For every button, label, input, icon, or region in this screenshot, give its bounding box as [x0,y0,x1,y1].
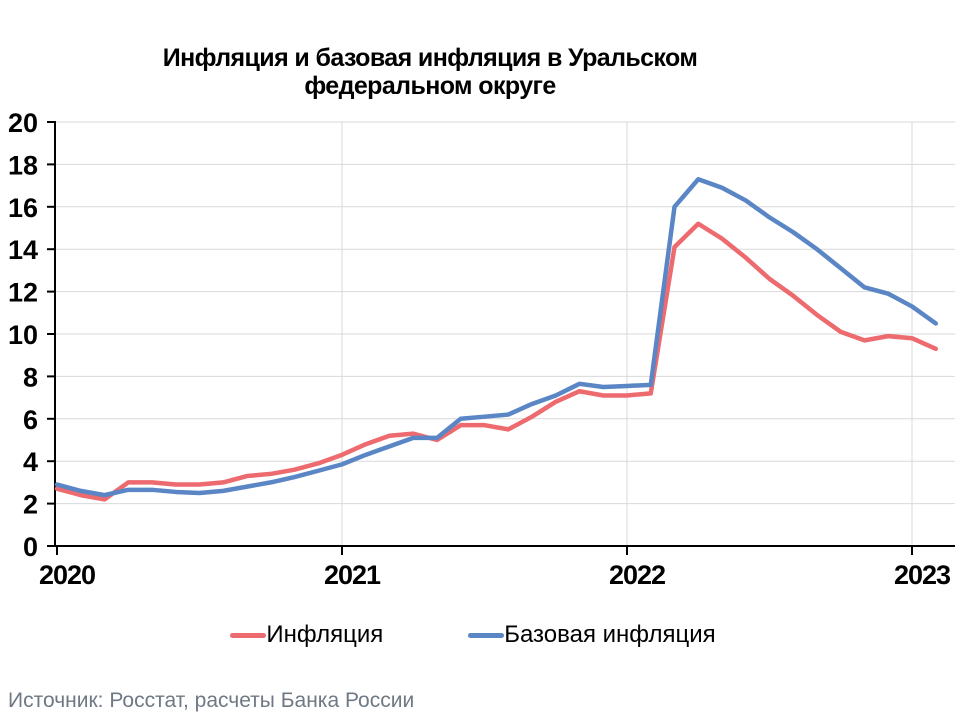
core-inflation-line-swatch [468,632,505,638]
legend-item-inflation: Инфляция [230,621,383,649]
legend-label-core-inflation: Базовая инфляция [504,621,716,648]
x-tick-label-2020: 2020 [39,560,95,590]
series-line-core-inflation [54,176,938,498]
y-tick-label-8: 8 [23,362,38,392]
series-line-inflation [54,221,938,502]
legend-item-core-inflation: Базовая инфляция [468,621,716,649]
chart-title-line-2: федеральном округе [304,72,556,100]
y-tick-label-4: 4 [23,447,38,477]
chart-title: Инфляция и базовая инфляция в Уральском … [120,44,740,100]
chart-legend: Инфляция Базовая инфляция [0,621,946,649]
y-tick-label-2: 2 [23,490,38,520]
x-tick-label-2021: 2021 [324,560,381,590]
x-tick-label-2022: 2022 [609,560,665,590]
legend-label-inflation: Инфляция [266,621,384,648]
y-tick-label-6: 6 [23,405,38,435]
y-tick-label-14: 14 [8,235,38,265]
x-tick-label-2023: 2023 [894,560,951,590]
y-tick-label-20: 20 [8,108,38,138]
y-tick-label-0: 0 [23,532,38,562]
source-note: Источник: Росстат, расчеты Банка России [8,689,415,712]
y-tick-label-10: 10 [8,320,38,350]
y-tick-label-18: 18 [8,150,38,180]
chart-title-line-1: Инфляция и базовая инфляция в Уральском [162,44,698,72]
y-tick-label-12: 12 [8,278,38,308]
inflation-line-swatch [230,632,267,638]
y-tick-label-16: 16 [8,193,38,223]
